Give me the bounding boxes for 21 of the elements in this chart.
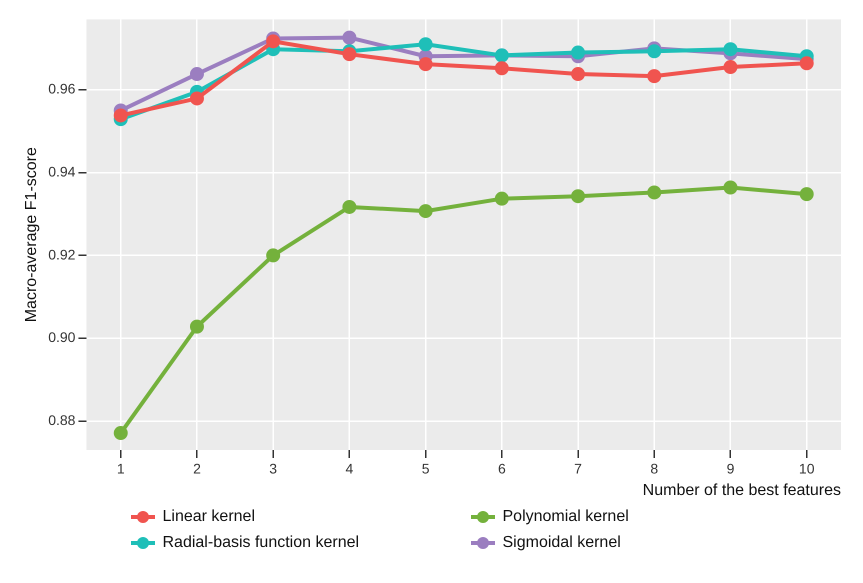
x-tick-label: 9 [726, 460, 735, 476]
y-axis-title: Macro-average F1-score [23, 147, 40, 322]
y-tick-label: 0.90 [48, 329, 76, 346]
x-tick-label: 4 [346, 460, 354, 476]
x-tick-label: 7 [574, 460, 582, 476]
x-tick-label: 8 [650, 460, 658, 476]
y-tick-label: 0.94 [48, 163, 76, 180]
legend-label: Linear kernel [162, 508, 255, 526]
x-tick-label: 1 [116, 460, 125, 476]
x-tick-label: 5 [422, 460, 430, 476]
x-tick-label: 6 [498, 460, 506, 476]
y-tick-label: 0.96 [48, 80, 76, 97]
y-tick-label: 0.92 [48, 246, 76, 262]
x-tick-label: 2 [193, 460, 202, 476]
legend-label: Polynomial kernel [502, 508, 629, 526]
legend-label: Radial-basis function kernel [162, 534, 360, 552]
x-tick-label: 3 [269, 460, 278, 476]
y-tick-label: 0.88 [48, 412, 76, 428]
legend-label: Sigmoidal kernel [502, 534, 621, 552]
x-tick-label: 10 [798, 460, 815, 476]
x-axis-title: Number of the best features [642, 482, 841, 499]
